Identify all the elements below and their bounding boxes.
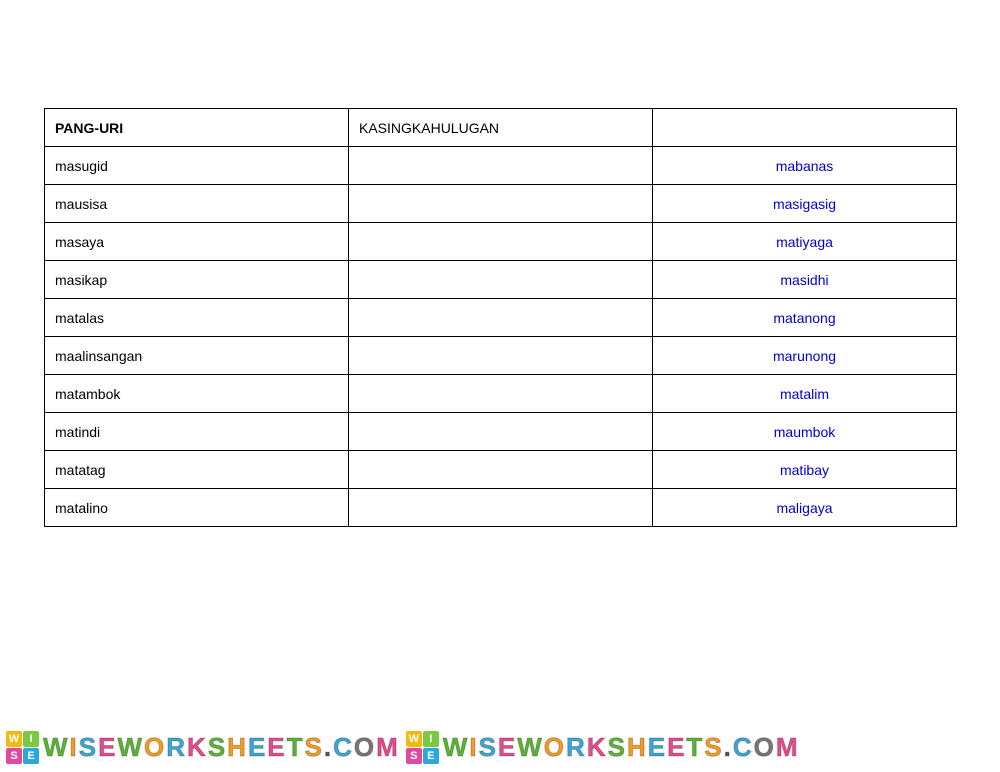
logo-square: W [6, 731, 22, 747]
vocabulary-table: PANG-URI KASINGKAHULUGAN masugid mabanas… [44, 108, 957, 527]
answer-cell[interactable]: maumbok [774, 424, 835, 440]
blank-cell[interactable] [349, 147, 653, 185]
answer-cell[interactable]: mabanas [776, 158, 834, 174]
table-row: mausisa masigasig [45, 185, 957, 223]
table-row: masaya matiyaga [45, 223, 957, 261]
watermark-text: WISEWORKSHEETS.COM [443, 732, 800, 763]
term-cell: matalino [45, 489, 349, 527]
logo-square: E [423, 748, 439, 764]
watermark-row: WISEWISEWORKSHEETS.COMWISEWISEWORKSHEETS… [0, 728, 1000, 766]
header-kasingkahulugan: KASINGKAHULUGAN [349, 109, 653, 147]
answer-cell[interactable]: masigasig [773, 196, 836, 212]
watermark-text: WISEWORKSHEETS.COM [43, 732, 400, 763]
blank-cell[interactable] [349, 413, 653, 451]
term-cell: matalas [45, 299, 349, 337]
blank-cell[interactable] [349, 375, 653, 413]
watermark-unit: WISEWISEWORKSHEETS.COM [6, 731, 400, 764]
blank-cell[interactable] [349, 185, 653, 223]
blank-cell[interactable] [349, 451, 653, 489]
watermark-logo-icon: WISE [406, 731, 439, 764]
term-cell: mausisa [45, 185, 349, 223]
term-cell: masikap [45, 261, 349, 299]
table-body: masugid mabanas mausisa masigasig masaya… [45, 147, 957, 527]
logo-square: W [406, 731, 422, 747]
table-row: matatag matibay [45, 451, 957, 489]
term-cell: matatag [45, 451, 349, 489]
watermark-unit: WISEWISEWORKSHEETS.COM [406, 731, 800, 764]
table-row: maalinsangan marunong [45, 337, 957, 375]
header-blank [653, 109, 957, 147]
blank-cell[interactable] [349, 299, 653, 337]
answer-cell[interactable]: matibay [780, 462, 829, 478]
term-cell: matindi [45, 413, 349, 451]
watermark-logo-icon: WISE [6, 731, 39, 764]
table-row: matalino maligaya [45, 489, 957, 527]
logo-square: I [23, 731, 39, 747]
logo-square: S [406, 748, 422, 764]
header-pang-uri: PANG-URI [45, 109, 349, 147]
answer-cell[interactable]: maligaya [776, 500, 832, 516]
answer-cell[interactable]: matanong [773, 310, 835, 326]
table-header-row: PANG-URI KASINGKAHULUGAN [45, 109, 957, 147]
answer-cell[interactable]: matalim [780, 386, 829, 402]
term-cell: maalinsangan [45, 337, 349, 375]
logo-square: E [23, 748, 39, 764]
answer-cell[interactable]: marunong [773, 348, 836, 364]
term-cell: matambok [45, 375, 349, 413]
table-row: masugid mabanas [45, 147, 957, 185]
table-row: matambok matalim [45, 375, 957, 413]
table-row: matindi maumbok [45, 413, 957, 451]
blank-cell[interactable] [349, 261, 653, 299]
table-row: masikap masidhi [45, 261, 957, 299]
table-row: matalas matanong [45, 299, 957, 337]
logo-square: S [6, 748, 22, 764]
blank-cell[interactable] [349, 489, 653, 527]
answer-cell[interactable]: masidhi [780, 272, 828, 288]
worksheet-page: PANG-URI KASINGKAHULUGAN masugid mabanas… [0, 0, 1000, 772]
term-cell: masugid [45, 147, 349, 185]
blank-cell[interactable] [349, 223, 653, 261]
blank-cell[interactable] [349, 337, 653, 375]
answer-cell[interactable]: matiyaga [776, 234, 833, 250]
term-cell: masaya [45, 223, 349, 261]
logo-square: I [423, 731, 439, 747]
